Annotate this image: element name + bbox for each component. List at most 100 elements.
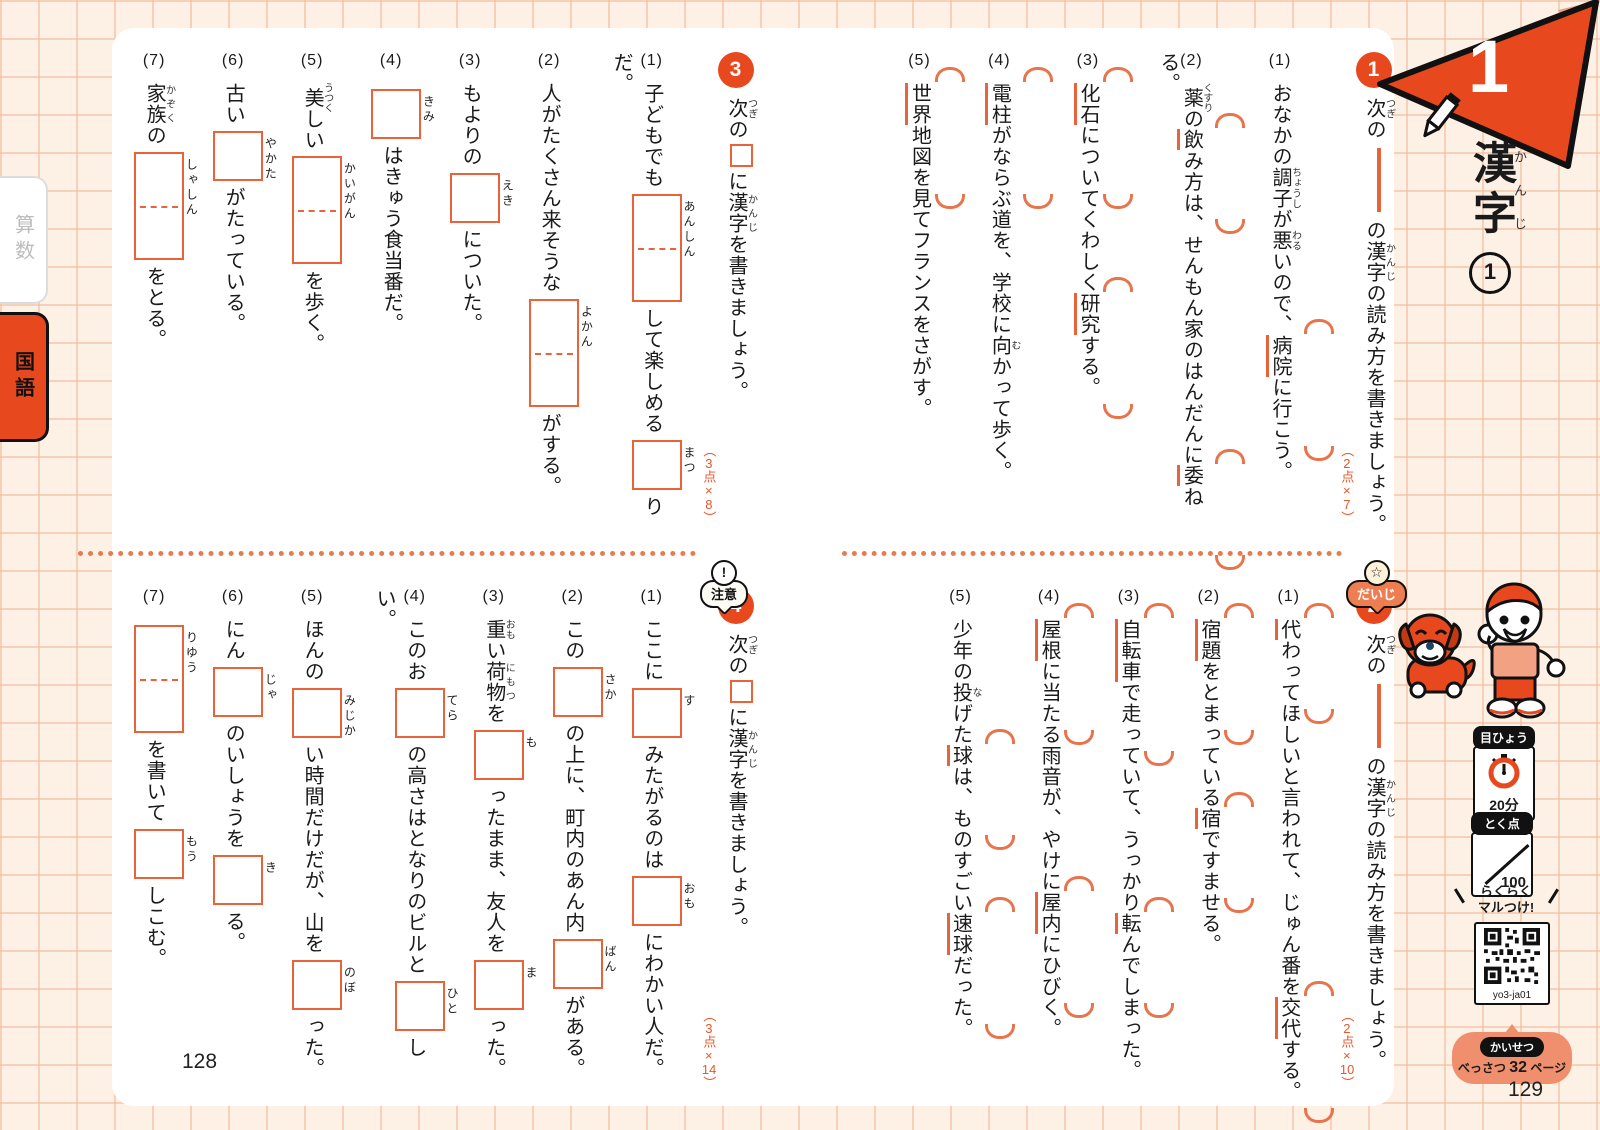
- sentence-text: が: [1269, 208, 1291, 230]
- question-3-7: (7) 家族かぞくの しゃしん をとる。: [134, 52, 198, 538]
- kanji-answer-box[interactable]: のぼ: [292, 959, 356, 1010]
- kanji-answer-box[interactable]: す: [632, 687, 696, 738]
- kanji-box-icon: [729, 144, 753, 167]
- kanji-answer-box[interactable]: じゃ: [213, 666, 277, 717]
- answer-paren-top: [1304, 318, 1334, 334]
- qr-code-label: yo3-ja01: [1492, 990, 1532, 1001]
- question-number: (7): [142, 52, 166, 69]
- answer-space[interactable]: [1224, 791, 1255, 913]
- text-with-furigana: 荷物にもつ: [482, 660, 515, 703]
- underlined-word: 屋根: [1035, 618, 1061, 661]
- sentence-text: った。: [301, 1015, 324, 1079]
- sentence-text: の: [1180, 108, 1203, 130]
- points-number: 14: [701, 1063, 717, 1076]
- answer-ref-page: 32: [1509, 1059, 1528, 1076]
- answer-space[interactable]: [1304, 318, 1334, 461]
- answer-box-kana: みじか: [342, 693, 357, 739]
- answer-space[interactable]: [1304, 602, 1334, 724]
- sentence-text: い: [482, 639, 505, 661]
- question-number: (3): [482, 588, 505, 605]
- section-number-badge: 3: [718, 52, 754, 88]
- question-1-3: (3) 化石についてくわしく研究する。: [1073, 52, 1134, 538]
- question-4-1: (1) ここにすみたがるのは おも にわかい人だ。: [632, 588, 696, 1103]
- answer-space[interactable]: [934, 66, 965, 209]
- page-number-right: 129: [1508, 1078, 1544, 1101]
- answer-space[interactable]: [984, 728, 1015, 850]
- kanji-answer-box[interactable]: ま: [474, 959, 538, 1010]
- answer-space[interactable]: [1144, 602, 1175, 766]
- dotted-divider-left: [78, 551, 696, 556]
- answer-paren-top: [1144, 896, 1175, 912]
- answer-paren-bottom: [1304, 1107, 1334, 1123]
- answer-space[interactable]: [1064, 875, 1095, 1018]
- text-with-furigana: 漢字かんじ: [1363, 241, 1395, 283]
- sentence-text: げた: [949, 702, 972, 745]
- sentence-text: の: [1363, 655, 1385, 676]
- answer-space[interactable]: [1215, 113, 1246, 235]
- kanji-answer-box[interactable]: きみ: [371, 88, 435, 139]
- kanji-answer-box[interactable]: しゃしん: [134, 151, 198, 260]
- goal-header: 目ひょう: [1473, 726, 1535, 749]
- kanji-answer-box[interactable]: ばん: [553, 938, 617, 989]
- sentence-text: りだ。: [610, 52, 663, 517]
- kanji-answer-box[interactable]: りゆう: [134, 624, 198, 733]
- sentence-text: の読み方を書きましょう。: [1363, 283, 1385, 535]
- dotted-divider-right: [842, 551, 1342, 556]
- kanji-answer-box[interactable]: おも: [632, 875, 696, 926]
- question-2-3: (3) 自転車で走っていて、うっかり転んでしまった。: [1114, 588, 1175, 1103]
- text-with-furigana: 次つぎ: [725, 98, 757, 119]
- answer-space[interactable]: [1304, 980, 1334, 1123]
- page-number-left: 128: [182, 1050, 218, 1073]
- question-number: (3): [458, 52, 482, 69]
- kanji-answer-box[interactable]: やかた: [213, 130, 277, 182]
- text-with-furigana: 投な: [949, 681, 982, 703]
- answer-space[interactable]: [1144, 896, 1175, 1018]
- kanji-answer-box[interactable]: ひと: [395, 980, 459, 1031]
- points-note: （2点×7）: [1339, 444, 1355, 524]
- answer-reference-text: べっさつ 32 ページ: [1456, 1059, 1568, 1077]
- answer-paren-top: [984, 896, 1015, 912]
- sentence-text: んでしまった。: [1117, 933, 1140, 1081]
- kanji-answer-box[interactable]: あんしん: [632, 193, 696, 302]
- answer-box-kana: あんしん: [682, 199, 696, 260]
- underlined-word: 世界: [905, 82, 931, 125]
- question-1-4: (4) 電柱がならぶ道を、学校に向むかって歩く。: [985, 52, 1054, 538]
- kanji-answer-box[interactable]: てら: [395, 687, 459, 738]
- sentence-text: みたがるのは: [640, 743, 663, 870]
- question-1-5: (5) 世界地図を見てフランスをさがす。: [905, 52, 965, 538]
- answer-space[interactable]: [984, 896, 1015, 1039]
- star-icon: ☆: [1363, 560, 1390, 586]
- sentence-text: しい: [301, 108, 324, 151]
- answer-space[interactable]: [1103, 66, 1134, 209]
- question-number: (5): [300, 52, 324, 69]
- kanji-answer-box[interactable]: き: [213, 854, 277, 905]
- question-number: (1): [640, 588, 663, 605]
- sentence-text: を歩く。: [301, 270, 324, 355]
- answer-paren-top: [1304, 602, 1334, 618]
- underlined-word: 自転車: [1114, 618, 1140, 682]
- sentence-text: はきゅう食当番だ。: [380, 144, 403, 334]
- kanji-answer-box[interactable]: さか: [553, 666, 617, 717]
- kanji-answer-box[interactable]: かいがん: [292, 156, 356, 265]
- kanji-answer-box[interactable]: えき: [450, 172, 514, 223]
- kanji-answer-box[interactable]: もう: [134, 828, 198, 879]
- big-triangle: [1377, 0, 1599, 169]
- kanji-answer-box[interactable]: よかん: [529, 298, 593, 407]
- sentence-text: をとまっている: [1197, 660, 1220, 808]
- easy-marking-line2: マルつけ!: [1477, 900, 1535, 916]
- answer-space[interactable]: [1064, 602, 1095, 745]
- answer-space[interactable]: [1224, 602, 1255, 745]
- answer-space[interactable]: [1023, 66, 1054, 209]
- kanji-answer-box[interactable]: みじか: [292, 687, 356, 739]
- answer-box-kana: かいがん: [342, 162, 357, 223]
- text-with-furigana: 漢字かんじ: [1363, 777, 1395, 819]
- sentence-text: った。: [482, 1015, 505, 1079]
- kanji-answer-box[interactable]: まつ: [632, 439, 696, 490]
- answer-space[interactable]: [1103, 276, 1134, 419]
- kanji-answer-box[interactable]: も: [474, 729, 538, 780]
- underlined-word: 飲: [1177, 129, 1203, 151]
- sentence-text: し: [403, 1036, 426, 1058]
- question-number: (5): [908, 52, 931, 69]
- answer-box-kana: のぼ: [342, 965, 357, 996]
- section-header: 3 次つぎのに漢字かんじを書きましょう。 （3点×8）: [701, 52, 757, 538]
